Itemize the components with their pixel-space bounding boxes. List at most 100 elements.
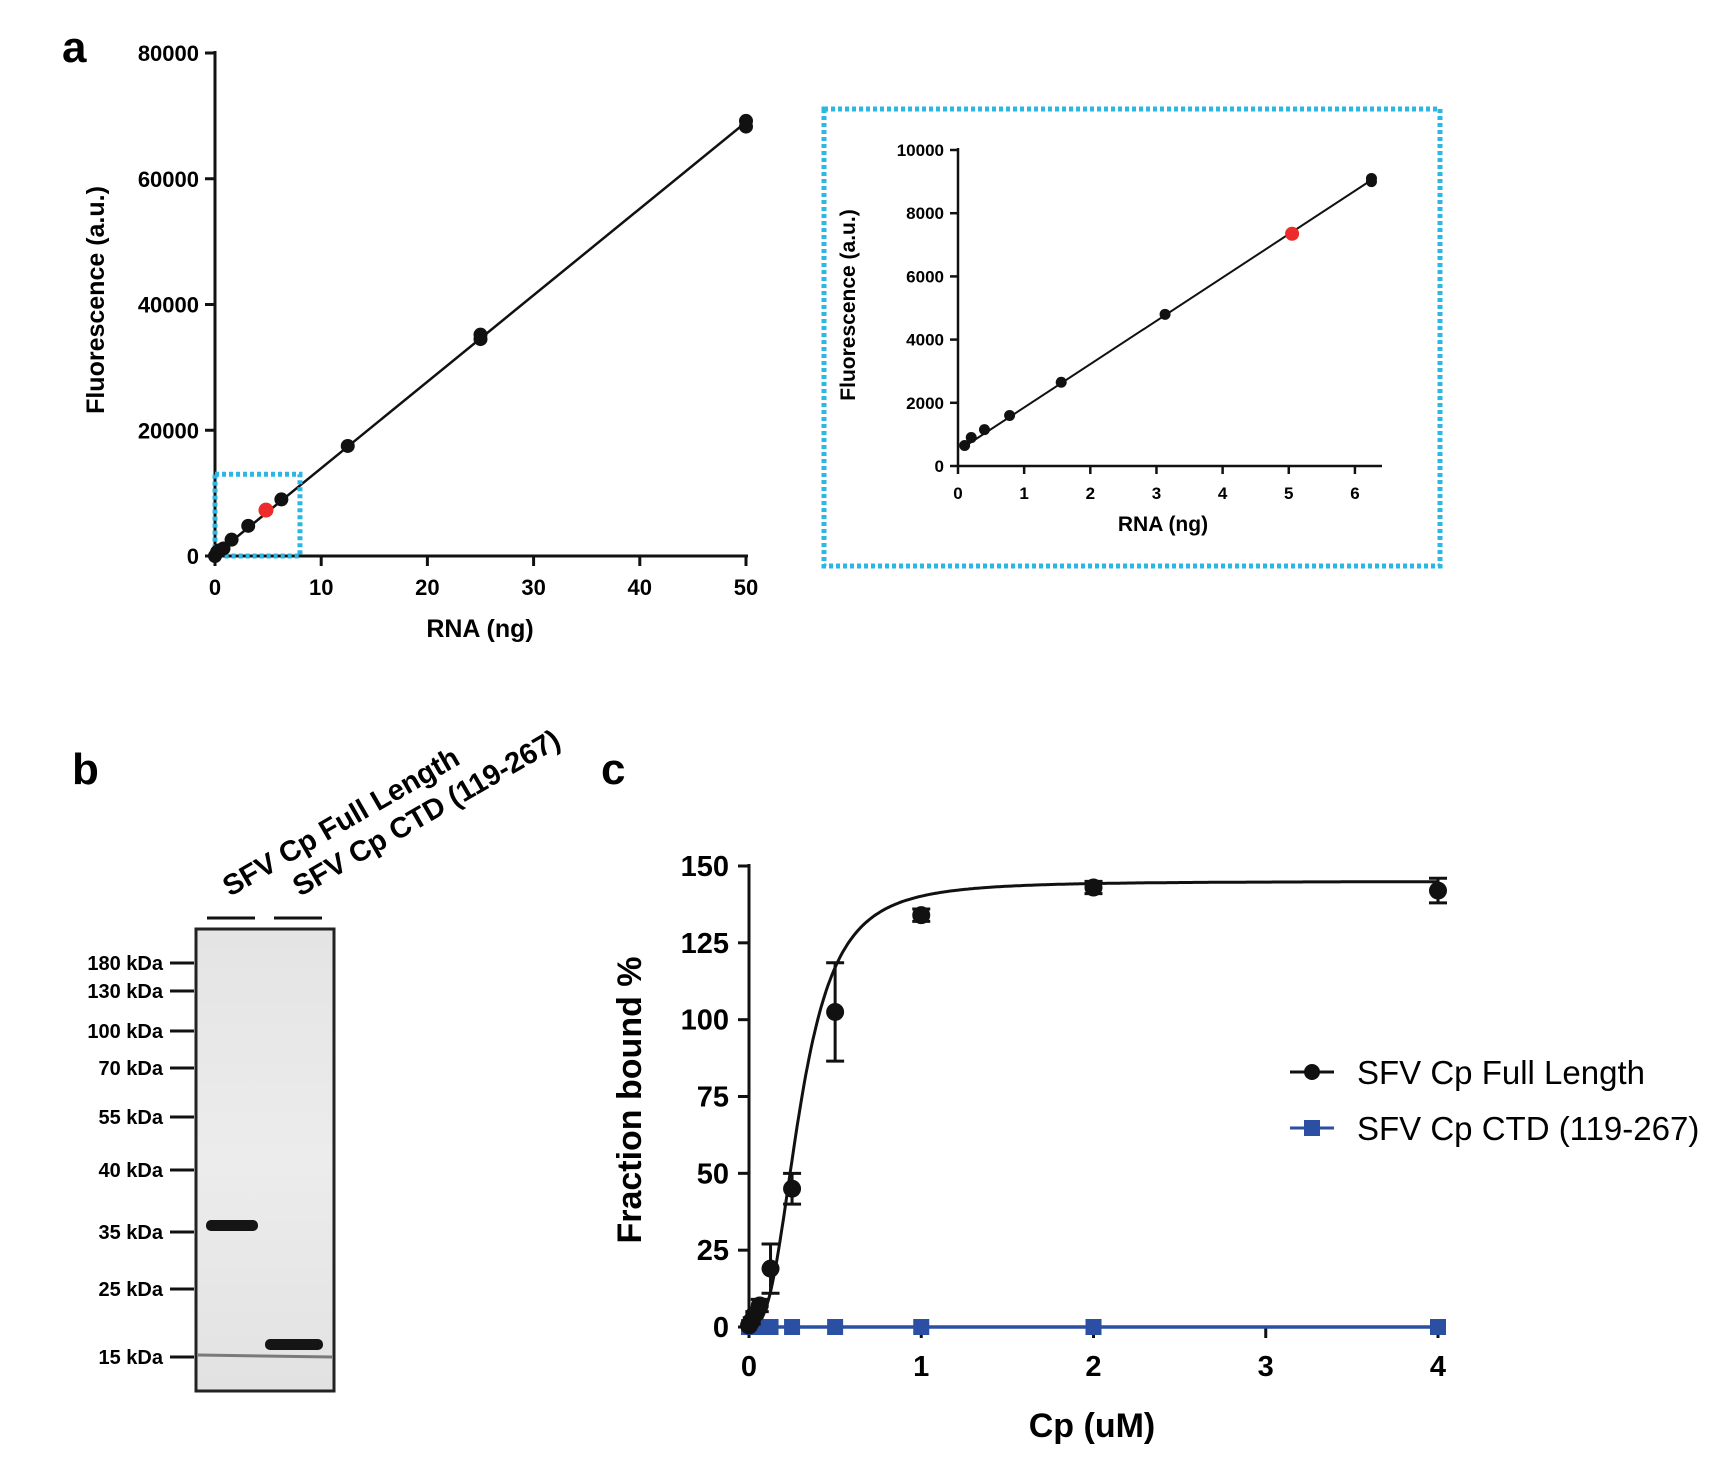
marker-label: 55 kDa: [99, 1107, 164, 1129]
marker-label: 100 kDa: [87, 1021, 163, 1043]
inset-data-point: [965, 432, 977, 444]
band-ctd: [265, 1339, 323, 1350]
marker-label: 40 kDa: [99, 1160, 164, 1182]
marker-label: 25 kDa: [99, 1279, 164, 1301]
inset-data-point: [1055, 376, 1067, 388]
panel-label-a: a: [62, 23, 87, 72]
panel-c-x-tick-label: 2: [1085, 1351, 1101, 1383]
panel-c-axes: 0 1 2 3 4 0 25 50 75 100 125 150: [681, 851, 1446, 1383]
panel-a-data-point: [340, 438, 355, 453]
inset-data-point: [959, 439, 971, 451]
legend-marker-ctd: [1304, 1120, 1320, 1136]
ctd-data-point: [1085, 1319, 1102, 1335]
legend-label-ctd: SFV Cp CTD (119-267): [1357, 1110, 1699, 1147]
full-length-data-point: [1084, 878, 1103, 897]
ctd-data-point: [784, 1319, 801, 1335]
panel-a-y-tick-label: 0: [187, 544, 199, 569]
panel-a-zoom-box: [212, 471, 303, 559]
panel-a-x-tick-label: 30: [521, 575, 545, 600]
panel-a-y-tick-label: 40000: [138, 293, 199, 318]
panel-c-y-tick-label: 0: [713, 1312, 729, 1344]
panel-a-x-tick-label: 50: [734, 575, 758, 600]
panel-c-marks: [740, 876, 1447, 1335]
inset-y-tick-label: 0: [935, 457, 944, 476]
inset-data-point: [1004, 409, 1016, 421]
panel-a-y-tick-label: 80000: [138, 41, 199, 66]
panel-a-axes: 0 10 20 30 40 50 0 20000 40000 60000 80000: [138, 41, 758, 600]
panel-a-data-point: [739, 113, 753, 128]
ctd-data-point: [1430, 1319, 1446, 1335]
inset-data-point: [1365, 172, 1377, 184]
panel-c-legend: SFV Cp Full Length SFV Cp CTD (119-267): [1290, 1054, 1699, 1147]
band-full-length: [206, 1220, 258, 1231]
panel-a-main-plot: 0 10 20 30 40 50 0 20000 40000 60000 80000 RNA (ng…: [82, 41, 758, 643]
panel-c-x-tick-label: 4: [1430, 1351, 1446, 1383]
inset-x-tick-label: 3: [1152, 484, 1161, 503]
inset-y-tick-label: 10000: [897, 141, 944, 160]
full-length-data-point: [783, 1179, 802, 1198]
panel-a-x-tick-label: 0: [209, 575, 221, 600]
inset-xlabel: RNA (ng): [1118, 513, 1208, 536]
legend-marker-full-length: [1304, 1064, 1320, 1080]
ctd-data-point: [827, 1319, 844, 1335]
inset-x-tick-label: 0: [953, 484, 962, 503]
inset-x-tick-label: 6: [1350, 484, 1359, 503]
panel-a-data-point: [224, 532, 239, 547]
panel-c-y-tick-label: 125: [681, 928, 729, 960]
panel-a-x-tick-label: 20: [415, 575, 439, 600]
inset-ylabel: Fluorescence (a.u.): [837, 209, 860, 400]
panel-a-xlabel: RNA (ng): [426, 615, 533, 643]
legend-label-full-length: SFV Cp Full Length: [1357, 1054, 1645, 1091]
inset-x-tick-label: 4: [1218, 484, 1228, 503]
full-length-data-point: [912, 906, 931, 925]
panel-a-x-tick-label: 40: [628, 575, 652, 600]
panel-c-xlabel: Cp (uM): [1029, 1407, 1156, 1445]
gel-image: [194, 927, 336, 1393]
inset-y-tick-label: 6000: [906, 267, 944, 286]
gel-dye-front: [197, 1353, 333, 1359]
sds-page-gel: SFV Cp Full Length SFV Cp CTD (119-267) …: [87, 724, 566, 1393]
inset-zoom-frame: [821, 106, 1443, 569]
marker-label: 35 kDa: [99, 1222, 164, 1244]
panel-c-y-tick-label: 100: [681, 1005, 729, 1037]
full-length-data-point: [750, 1296, 769, 1315]
panel-c-y-tick-label: 75: [697, 1082, 729, 1114]
panel-a-x-tick-label: 10: [309, 575, 333, 600]
marker-label: 70 kDa: [99, 1058, 164, 1080]
panel-a-inset-plot: 0 1 2 3 4 5 6 0 2000 4000 6000 8000 10000 RNA (ng) F…: [837, 141, 1382, 536]
ctd-data-point: [913, 1319, 930, 1335]
panel-a-marks: [208, 113, 753, 563]
inset-x-tick-label: 5: [1284, 484, 1293, 503]
full-length-data-point: [761, 1259, 780, 1278]
panel-c-x-tick-label: 3: [1258, 1351, 1274, 1383]
panel-a-y-tick-label: 60000: [138, 167, 199, 192]
panel-c-plot: 0 1 2 3 4 0 25 50 75 100 125 150 Cp (uM) Fraction b…: [611, 851, 1699, 1445]
inset-marks: [959, 172, 1377, 451]
inset-x-tick-label: 2: [1086, 484, 1095, 503]
panel-label-b: b: [72, 745, 99, 794]
panel-label-c: c: [601, 745, 625, 794]
full-length-data-point: [826, 1002, 845, 1021]
panel-a-y-tick-label: 20000: [138, 418, 199, 443]
inset-y-tick-label: 8000: [906, 204, 944, 223]
ctd-data-point: [762, 1319, 779, 1335]
panel-c-y-tick-label: 150: [681, 851, 729, 883]
full-length-fit-curve: [749, 880, 1438, 1329]
inset-sample-point: [1285, 226, 1300, 241]
inset-axes: 0 1 2 3 4 5 6 0 2000 4000 6000 8000 10000: [897, 141, 1382, 503]
inset-y-tick-label: 4000: [906, 331, 944, 350]
inset-data-point: [978, 424, 990, 436]
marker-label: 180 kDa: [87, 953, 163, 975]
panel-c-ylabel: Fraction bound %: [611, 956, 649, 1243]
panel-a-ylabel: Fluorescence (a.u.): [82, 186, 110, 414]
inset-x-tick-label: 1: [1019, 484, 1028, 503]
panel-c-x-tick-label: 1: [913, 1351, 929, 1383]
panel-a-sample-point: [258, 502, 274, 518]
panel-c-y-tick-label: 25: [697, 1235, 729, 1267]
panel-a-data-point: [473, 327, 488, 342]
full-length-data-point: [1429, 881, 1447, 900]
marker-label: 130 kDa: [87, 981, 163, 1003]
inset-data-point: [1159, 308, 1171, 320]
panel-a-data-point: [274, 492, 289, 507]
